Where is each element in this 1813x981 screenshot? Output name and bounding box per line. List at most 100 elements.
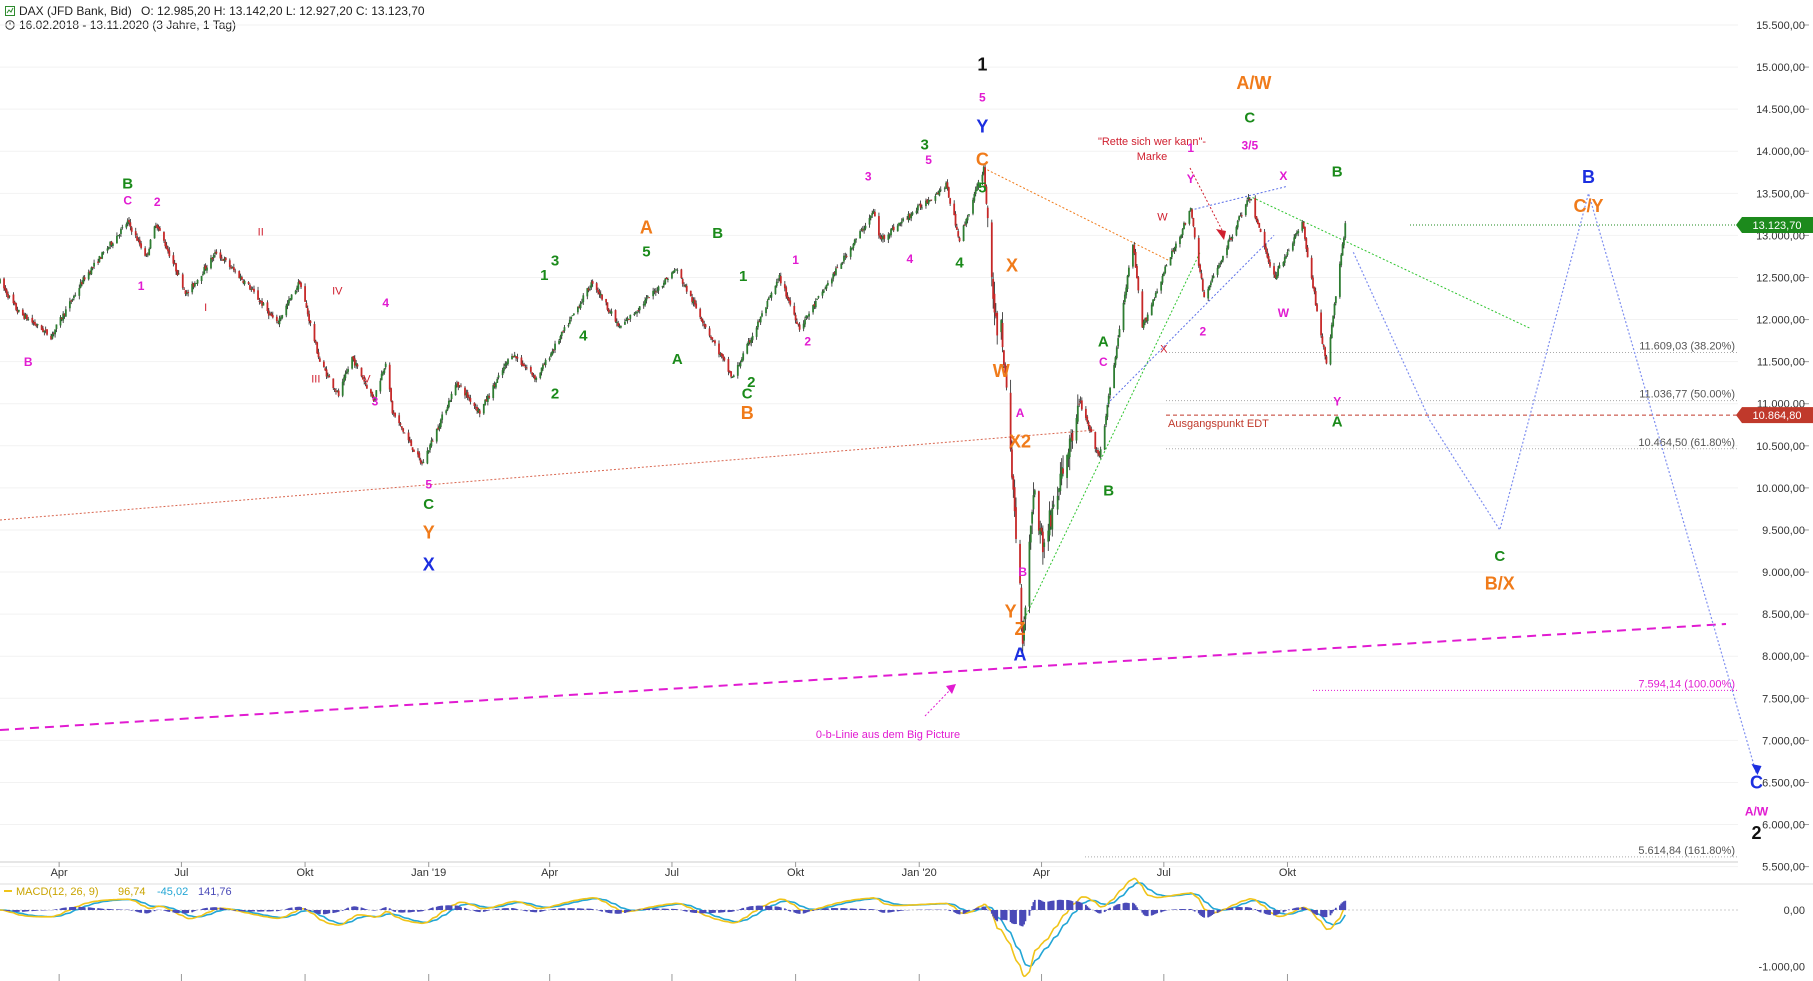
macd-hist-bar xyxy=(341,910,344,911)
macd-hist-bar xyxy=(82,907,85,910)
candle-body xyxy=(324,368,327,371)
macd-hist-bar xyxy=(1305,908,1308,910)
candle-body xyxy=(1145,317,1148,321)
macd-hist-bar xyxy=(360,907,363,910)
candle-body xyxy=(391,401,394,414)
candle-body xyxy=(371,392,374,397)
symbol-text: DAX (JFD Bank, Bid) xyxy=(19,4,132,18)
candle-body xyxy=(836,267,839,269)
macd-hist-bar xyxy=(501,908,504,910)
macd-hist-bar xyxy=(1302,907,1305,910)
candle-body xyxy=(5,289,8,295)
candle-body xyxy=(1302,222,1305,229)
candle-body xyxy=(12,294,15,304)
candle-body xyxy=(503,366,505,371)
candle-body xyxy=(125,224,128,228)
wave-label: Y xyxy=(1005,601,1017,621)
candle-body xyxy=(984,167,986,188)
candle-body xyxy=(672,270,675,274)
candle-body xyxy=(779,276,782,284)
y-tick-label: 12.500,00 xyxy=(1756,272,1805,284)
macd-hist-bar xyxy=(427,909,430,910)
macd-hist-bar xyxy=(59,908,62,910)
candle-body xyxy=(1114,357,1117,366)
macd-hist-bar xyxy=(767,905,770,910)
candle-body xyxy=(79,282,82,288)
candle-body xyxy=(1023,623,1025,641)
fib-label: 7.594,14 (100.00%) xyxy=(1638,678,1735,690)
macd-tick-label: 0,00 xyxy=(1784,905,1805,917)
macd-hist-bar xyxy=(288,908,290,910)
candle-body xyxy=(648,297,651,299)
macd-hist-bar xyxy=(614,910,617,914)
macd-hist-bar xyxy=(1095,910,1098,913)
wave-label: A xyxy=(1098,333,1109,350)
candle-body xyxy=(215,251,218,254)
wave-label: A xyxy=(672,351,683,368)
macd-hist-bar xyxy=(89,907,91,910)
candle-body xyxy=(196,279,199,284)
candle-body xyxy=(751,335,754,341)
candle-body xyxy=(921,207,923,209)
candle-body xyxy=(958,237,961,242)
macd-hist-bar xyxy=(7,910,9,911)
candle-body xyxy=(982,167,985,175)
candle-body xyxy=(192,283,195,287)
candle-body xyxy=(476,407,478,412)
macd-hist-bar xyxy=(992,910,995,917)
candle-body xyxy=(619,326,622,328)
candle-body xyxy=(164,241,167,247)
candle-body xyxy=(513,354,516,357)
candle-body xyxy=(515,356,517,359)
macd-hist-bar xyxy=(1004,910,1007,920)
macd-hist-bar xyxy=(775,906,778,910)
candle-body xyxy=(636,311,638,314)
macd-hist-bar xyxy=(1047,901,1050,910)
macd-hist-bar xyxy=(1011,910,1013,924)
macd-hist-bar xyxy=(882,910,884,913)
candle-body xyxy=(552,349,555,351)
macd-hist-bar xyxy=(493,909,496,910)
macd-hist-bar xyxy=(774,906,777,910)
macd-hist-bar xyxy=(140,910,143,913)
candle-body xyxy=(684,285,687,287)
candle-body xyxy=(1141,291,1144,328)
candle-body xyxy=(778,275,781,279)
candle-body xyxy=(657,286,660,291)
macd-hist-bar xyxy=(1297,907,1300,910)
candle-body xyxy=(224,257,227,261)
candle-body xyxy=(1282,261,1285,267)
macd-hist-bar xyxy=(742,907,745,910)
candle-body xyxy=(562,331,565,333)
macd-hist-bar xyxy=(285,909,288,910)
candle-body xyxy=(747,341,750,345)
macd-hist-bar xyxy=(1097,910,1099,913)
macd-hist-bar xyxy=(662,908,665,910)
candle-body xyxy=(1146,314,1149,321)
candle-body xyxy=(7,293,9,298)
candle-body xyxy=(1137,277,1140,291)
candle-body xyxy=(431,440,434,442)
candle-body xyxy=(1099,449,1102,458)
candle-body xyxy=(466,392,469,398)
x-axis: Apr Jul Okt Jan '19 Apr Jul Okt Jan '20 Apr Jul Ok… xyxy=(0,861,1738,981)
macd-hist-bar xyxy=(1062,900,1064,910)
candle-body xyxy=(943,188,946,190)
candle-body xyxy=(1156,291,1159,293)
candle-body xyxy=(1133,245,1136,254)
wave-label: C xyxy=(1099,355,1108,369)
candle-body xyxy=(662,282,665,286)
candle-body xyxy=(720,353,723,356)
wave-label: 4 xyxy=(382,296,389,310)
macd-hist-bar xyxy=(15,910,18,912)
macd-hist-bar xyxy=(1013,910,1016,925)
macd-hist-bar xyxy=(700,910,703,914)
candle-body xyxy=(880,237,883,239)
candle-body xyxy=(219,252,222,259)
macd-hist-bar xyxy=(973,909,976,910)
macd-hist-bar xyxy=(458,906,461,910)
candle-body xyxy=(27,319,30,320)
macd-hist-bar xyxy=(35,910,38,911)
macd-hist-bar xyxy=(304,908,306,910)
